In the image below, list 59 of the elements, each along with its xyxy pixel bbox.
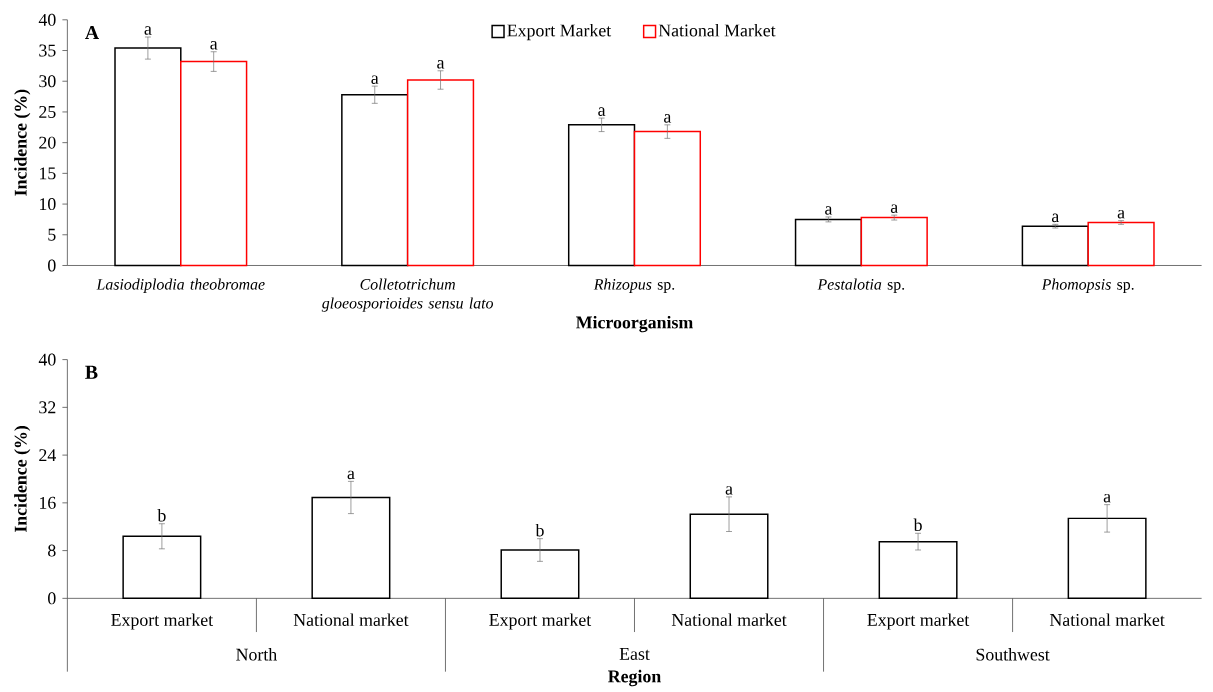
- x-tick-label: Export market: [111, 613, 214, 630]
- x-tick-label: National market: [671, 613, 787, 626]
- data-label: a: [598, 107, 606, 116]
- y-axis-title: Incidence (%): [14, 425, 31, 533]
- y-tick-label: 24: [39, 449, 56, 461]
- y-tick-label: 32: [39, 401, 56, 414]
- x-axis-title: Region: [608, 669, 661, 687]
- bar: [878, 540, 958, 600]
- y-tick-label: 30: [39, 75, 56, 88]
- x-tick-label: Rhizopus sp.: [593, 278, 675, 293]
- x-tick-label: National market: [293, 613, 409, 626]
- legend-label: Export Market: [507, 23, 612, 41]
- text: Southwest: [976, 648, 1050, 661]
- y-tick-label: 0: [48, 592, 56, 605]
- y-tick-label: 8: [48, 544, 56, 557]
- bar: [311, 496, 391, 600]
- y-tick-label: 25: [39, 105, 56, 118]
- data-label: b: [913, 518, 922, 532]
- data-label: a: [664, 114, 672, 123]
- data-label: a: [437, 60, 445, 69]
- data-label: a: [890, 204, 898, 213]
- x-tick-label: Pestalotia sp.: [817, 278, 905, 293]
- data-label: a: [1051, 213, 1060, 223]
- y-tick-label: 20: [39, 136, 56, 149]
- data-label: a: [144, 26, 152, 35]
- y-tick-label: 40: [38, 353, 56, 366]
- x-tick-label: Export market: [867, 613, 970, 630]
- x-tick-label: Export market: [489, 613, 592, 630]
- y-tick-label: 10: [40, 197, 56, 211]
- data-label: a: [1117, 209, 1125, 219]
- x-tick-label: National market: [1049, 613, 1165, 626]
- data-label: b: [535, 523, 544, 537]
- x-tick-label: Lasiodiplodia theobromae: [96, 278, 265, 293]
- y-tick-label: 40: [38, 13, 56, 26]
- y-tick-label: 5: [48, 228, 56, 241]
- y-tick-label: 0: [48, 259, 56, 272]
- chart-title: B: [85, 365, 98, 379]
- text: East: [619, 648, 650, 660]
- data-label: a: [1103, 493, 1111, 503]
- data-label: a: [347, 470, 355, 480]
- y-tick-label: 35: [39, 44, 56, 57]
- y-axis-title: Incidence (%): [14, 89, 31, 196]
- data-label: a: [825, 206, 833, 215]
- text: North: [236, 648, 277, 661]
- x-axis-title: Microorganism: [576, 315, 693, 333]
- data-label: a: [210, 40, 218, 50]
- x-tick-label: Colletotrichum gloeosporioides sensu lato: [321, 278, 494, 312]
- bar: [500, 549, 580, 600]
- chart-title: A: [85, 25, 99, 39]
- y-tick-label: 16: [40, 496, 56, 509]
- data-label: a: [371, 75, 379, 84]
- y-tick-label: 15: [40, 167, 56, 180]
- bar: [122, 535, 202, 600]
- x-tick-label: Phomopsis sp.: [1041, 278, 1134, 293]
- bar: [1067, 517, 1147, 600]
- bar: [689, 513, 769, 600]
- data-label: b: [157, 508, 166, 522]
- data-label: a: [725, 486, 733, 495]
- legend-label: National Market: [658, 23, 776, 37]
